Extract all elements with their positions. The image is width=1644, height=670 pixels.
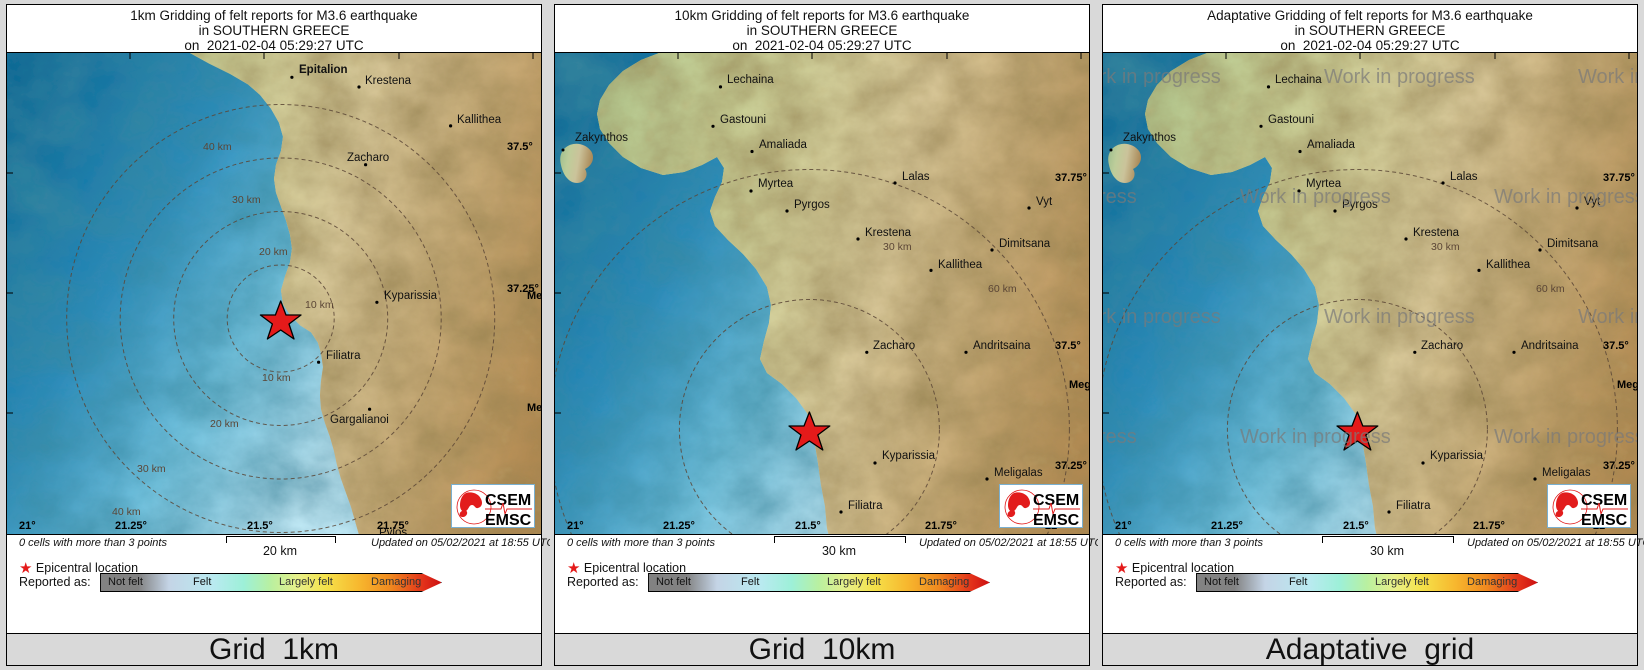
svg-text:Lalas: Lalas bbox=[902, 171, 930, 183]
svg-text:Gargalianoi: Gargalianoi bbox=[330, 414, 389, 426]
svg-text:Epitalion: Epitalion bbox=[299, 64, 348, 76]
svg-text:Work in progress: Work in progress bbox=[1578, 306, 1637, 328]
svg-text:30 km: 30 km bbox=[1431, 241, 1460, 253]
svg-text:Work in progress: Work in progress bbox=[1103, 306, 1221, 328]
svg-text:EMSC: EMSC bbox=[485, 512, 532, 529]
svg-text:21°: 21° bbox=[19, 520, 36, 532]
svg-text:21.25°: 21.25° bbox=[1211, 520, 1243, 532]
svg-text:Zacharo: Zacharo bbox=[873, 340, 915, 352]
svg-text:Megal: Megal bbox=[1617, 379, 1637, 391]
svg-text:EMSC: EMSC bbox=[1581, 512, 1628, 529]
svg-text:21.75°: 21.75° bbox=[1473, 520, 1505, 532]
svg-text:Work in progress: Work in progress bbox=[1103, 186, 1137, 208]
svg-text:Kallithea: Kallithea bbox=[1486, 259, 1531, 271]
svg-text:21.5°: 21.5° bbox=[795, 520, 821, 532]
svg-text:Amaliada: Amaliada bbox=[1307, 139, 1356, 151]
svg-text:21.75°: 21.75° bbox=[377, 520, 409, 532]
svg-text:40 km: 40 km bbox=[112, 506, 141, 518]
svg-text:Kyparissia: Kyparissia bbox=[882, 450, 936, 462]
svg-text:40 km: 40 km bbox=[203, 141, 232, 153]
svg-text:Lechaina: Lechaina bbox=[1275, 74, 1322, 86]
svg-text:Krestena: Krestena bbox=[865, 227, 912, 239]
svg-text:Filiatra: Filiatra bbox=[326, 350, 361, 362]
svg-text:21°: 21° bbox=[1115, 520, 1132, 532]
svg-text:CSEM: CSEM bbox=[485, 492, 531, 509]
svg-text:Mes: Mes bbox=[527, 402, 541, 414]
svg-text:Zakynthos: Zakynthos bbox=[1123, 132, 1176, 144]
svg-text:20 km: 20 km bbox=[259, 246, 288, 258]
svg-text:Myrtea: Myrtea bbox=[758, 178, 794, 190]
svg-text:Kallithea: Kallithea bbox=[457, 114, 502, 126]
svg-text:37.25°: 37.25° bbox=[1055, 460, 1087, 472]
svg-text:CSEM: CSEM bbox=[1033, 492, 1079, 509]
svg-text:Work in progress: Work in progress bbox=[1103, 426, 1137, 448]
svg-text:30 km: 30 km bbox=[883, 241, 912, 253]
svg-text:Zacharo: Zacharo bbox=[1421, 340, 1463, 352]
svg-text:30 km: 30 km bbox=[137, 463, 166, 475]
svg-text:Lalas: Lalas bbox=[1450, 171, 1478, 183]
svg-text:Meligalas: Meligalas bbox=[994, 467, 1043, 479]
svg-text:CSEM: CSEM bbox=[1581, 492, 1627, 509]
svg-text:21°: 21° bbox=[567, 520, 584, 532]
svg-text:Andritsaina: Andritsaina bbox=[973, 340, 1031, 352]
svg-text:37.75°: 37.75° bbox=[1603, 172, 1635, 184]
svg-text:Krestena: Krestena bbox=[1413, 227, 1460, 239]
svg-text:21.25°: 21.25° bbox=[663, 520, 695, 532]
svg-text:Work in progress: Work in progress bbox=[1240, 426, 1391, 448]
svg-text:Zakynthos: Zakynthos bbox=[575, 132, 628, 144]
svg-text:Amaliada: Amaliada bbox=[759, 139, 808, 151]
svg-text:Work in progress: Work in progress bbox=[1103, 66, 1221, 88]
svg-text:37.25°: 37.25° bbox=[1603, 460, 1635, 472]
svg-text:Vyt: Vyt bbox=[1036, 196, 1053, 208]
svg-text:21.25°: 21.25° bbox=[115, 520, 147, 532]
svg-text:21.5°: 21.5° bbox=[247, 520, 273, 532]
svg-text:Work in progress: Work in progress bbox=[1578, 66, 1637, 88]
svg-text:60 km: 60 km bbox=[988, 283, 1017, 295]
svg-text:Filiatra: Filiatra bbox=[1396, 500, 1431, 512]
svg-text:37.75°: 37.75° bbox=[1055, 172, 1087, 184]
svg-text:Dimitsana: Dimitsana bbox=[999, 238, 1051, 250]
svg-text:37.5°: 37.5° bbox=[1603, 340, 1629, 352]
svg-text:Work in progress: Work in progress bbox=[1494, 186, 1637, 208]
svg-text:Krestena: Krestena bbox=[365, 75, 412, 87]
svg-text:21.5°: 21.5° bbox=[1343, 520, 1369, 532]
svg-text:10 km: 10 km bbox=[262, 372, 291, 384]
svg-text:Kyparissia: Kyparissia bbox=[1430, 450, 1484, 462]
svg-text:20 km: 20 km bbox=[210, 418, 239, 430]
svg-text:Work in progress: Work in progress bbox=[1324, 66, 1475, 88]
svg-text:Kallithea: Kallithea bbox=[938, 259, 983, 271]
svg-text:Work in progress: Work in progress bbox=[1494, 426, 1637, 448]
svg-text:Meligalas: Meligalas bbox=[1542, 467, 1591, 479]
svg-text:Work in progress: Work in progress bbox=[1240, 186, 1391, 208]
svg-text:Andritsaina: Andritsaina bbox=[1521, 340, 1579, 352]
svg-text:60 km: 60 km bbox=[1536, 283, 1565, 295]
svg-text:EMSC: EMSC bbox=[1033, 512, 1080, 529]
svg-text:Megal: Megal bbox=[1069, 379, 1089, 391]
svg-text:Zacharo: Zacharo bbox=[347, 152, 389, 164]
svg-text:Filiatra: Filiatra bbox=[848, 500, 883, 512]
svg-text:Work in progress: Work in progress bbox=[1324, 306, 1475, 328]
svg-text:Gastouni: Gastouni bbox=[1268, 114, 1314, 126]
svg-text:Pyrgos: Pyrgos bbox=[794, 199, 830, 211]
svg-text:Meligala: Meligala bbox=[527, 290, 541, 302]
svg-text:Gastouni: Gastouni bbox=[720, 114, 766, 126]
svg-text:30 km: 30 km bbox=[232, 194, 261, 206]
svg-text:Dimitsana: Dimitsana bbox=[1547, 238, 1599, 250]
svg-text:37.5°: 37.5° bbox=[507, 141, 533, 153]
svg-text:37.5°: 37.5° bbox=[1055, 340, 1081, 352]
svg-text:10 km: 10 km bbox=[305, 299, 334, 311]
svg-text:Kyparissia: Kyparissia bbox=[384, 290, 438, 302]
svg-text:21.75°: 21.75° bbox=[925, 520, 957, 532]
svg-text:Lechaina: Lechaina bbox=[727, 74, 774, 86]
